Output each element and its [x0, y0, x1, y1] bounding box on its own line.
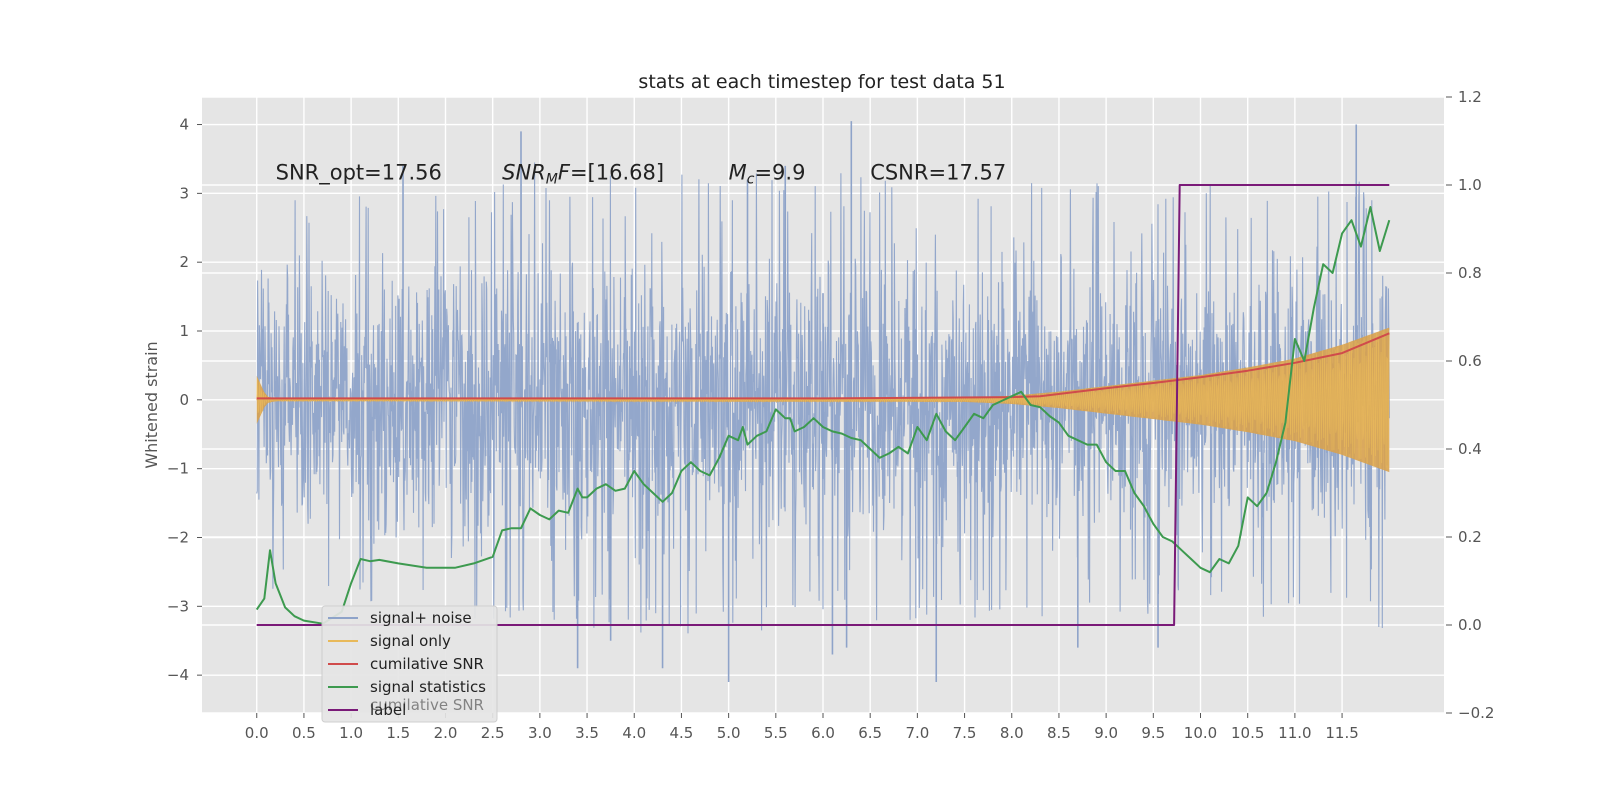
- y2-tick-label: 0.8: [1458, 264, 1482, 282]
- legend-ghost-text: cumilative SNR: [370, 696, 484, 714]
- cumulative-snr-line: [256, 332, 1390, 400]
- y-axis-left: −4 −3 −2 −1 0 1 2 3 4: [167, 116, 202, 684]
- x-tick-label: 0.5: [292, 724, 316, 742]
- y-tick-label: 4: [179, 116, 189, 134]
- legend: cumilative SNR signal+ noise signal only cu…: [321, 605, 498, 723]
- y2-tick-label: 0.6: [1458, 352, 1482, 370]
- y-tick-label: −4: [167, 666, 189, 684]
- x-tick-label: 6.5: [858, 724, 882, 742]
- legend-label: signal+ noise: [370, 609, 472, 627]
- annotation-text: CSNR=17.57: [870, 161, 1006, 185]
- x-tick-label: 9.5: [1141, 724, 1165, 742]
- x-tick-label: 5.0: [717, 724, 741, 742]
- y-tick-label: 1: [179, 322, 189, 340]
- x-tick-label: 11.0: [1278, 724, 1311, 742]
- x-tick-label: 2.5: [481, 724, 505, 742]
- legend-label: label: [370, 701, 406, 719]
- x-tick-label: 4.0: [622, 724, 646, 742]
- legend-label: signal statistics: [370, 678, 486, 696]
- x-tick-label: 7.0: [905, 724, 929, 742]
- x-tick-label: 7.5: [953, 724, 977, 742]
- y-tick-label: 3: [179, 184, 189, 202]
- chart-title: stats at each timestep for test data 51: [638, 71, 1005, 93]
- y-tick-label: −1: [167, 460, 189, 478]
- x-axis: 0.0 0.5 1.0 1.5 2.0 2.5 3.0 3.5 4.0 4.5 5.0 5.5 6.0 6…: [245, 713, 1359, 742]
- y-tick-label: −3: [167, 597, 189, 615]
- x-tick-label: 10.0: [1184, 724, 1217, 742]
- x-tick-label: 5.5: [764, 724, 788, 742]
- x-tick-label: 10.5: [1231, 724, 1264, 742]
- y2-tick-label: 0.4: [1458, 440, 1482, 458]
- y2-tick-label: −0.2: [1458, 704, 1494, 722]
- annotation-text: SNR_opt=17.56: [276, 161, 442, 186]
- x-tick-label: 1.5: [386, 724, 410, 742]
- x-tick-label: 3.5: [575, 724, 599, 742]
- x-tick-label: 9.0: [1094, 724, 1118, 742]
- x-tick-label: 11.5: [1325, 724, 1358, 742]
- signal-statistics-line: [255, 206, 1391, 625]
- x-tick-label: 1.0: [339, 724, 363, 742]
- y-tick-label: 2: [179, 253, 189, 271]
- annotation-text: Mc=9.9: [729, 161, 806, 188]
- x-tick-label: 2.0: [434, 724, 458, 742]
- y-axis-label: Whitened strain: [142, 341, 161, 468]
- y-tick-label: 0: [179, 391, 189, 409]
- legend-label: cumilative SNR: [370, 655, 484, 673]
- legend-label: signal only: [370, 632, 451, 650]
- series-layer: [255, 121, 1391, 683]
- y-axis-right: −0.2 0.0 0.2 0.4 0.6 0.8 1.0 1.2: [1446, 88, 1494, 722]
- x-tick-label: 8.0: [1000, 724, 1024, 742]
- x-tick-label: 3.0: [528, 724, 552, 742]
- y2-tick-label: 1.2: [1458, 88, 1482, 106]
- x-tick-label: 4.5: [670, 724, 694, 742]
- y-tick-label: −2: [167, 528, 189, 546]
- x-tick-label: 0.0: [245, 724, 269, 742]
- x-tick-label: 6.0: [811, 724, 835, 742]
- y2-tick-label: 1.0: [1458, 176, 1482, 194]
- y2-tick-label: 0.2: [1458, 528, 1482, 546]
- y2-tick-label: 0.0: [1458, 616, 1482, 634]
- annotations: SNR_opt=17.56 SNRMF=[16.68] Mc=9.9 CSNR=17.…: [276, 161, 1007, 188]
- label-line: [256, 184, 1390, 626]
- x-tick-label: 8.5: [1047, 724, 1071, 742]
- legend-box: [321, 605, 498, 723]
- annotation-text: SNRMF=[16.68]: [502, 161, 664, 188]
